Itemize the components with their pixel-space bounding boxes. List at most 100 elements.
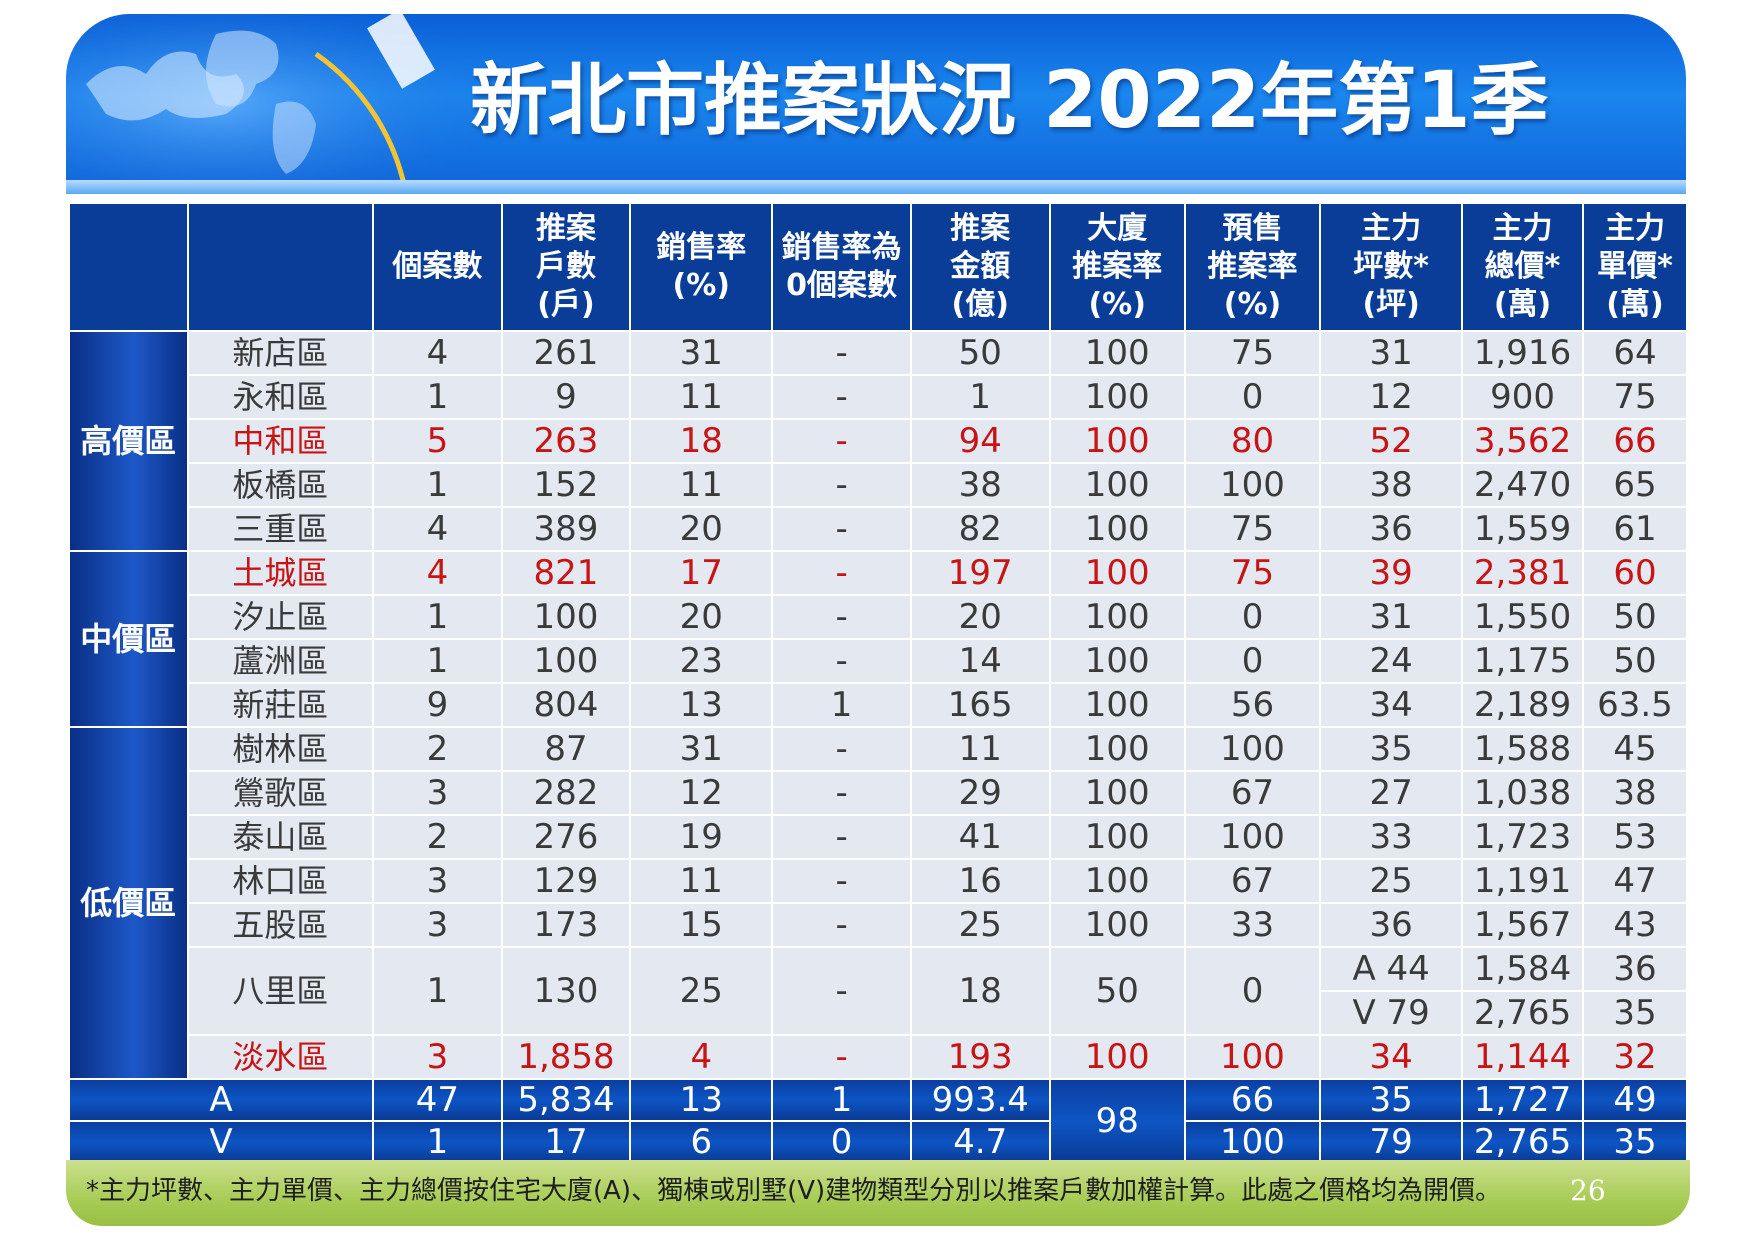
total-amount: 4.7 — [909, 1120, 1051, 1164]
cell-amount: 18 — [909, 946, 1051, 1036]
table-row: 八里區 1 130 25-18 50 0 A 44 1,584 36 — [69, 946, 1689, 1036]
cell-sales_rate: 11 — [629, 462, 774, 508]
cell-main_ping: 24 — [1319, 638, 1464, 684]
header-line: (戶) — [537, 287, 595, 322]
header-line: 推案 — [535, 211, 596, 246]
cell-building_rate: 100 — [1048, 1034, 1186, 1080]
cell-units: 173 — [500, 902, 632, 948]
district-name: 淡水區 — [186, 1034, 375, 1080]
cell-cases: 9 — [372, 682, 503, 728]
cell-building_rate: 100 — [1048, 638, 1186, 684]
cell-sales_rate: 23 — [629, 638, 774, 684]
cell-presale_rate: 33 — [1183, 902, 1322, 948]
header-cell-presale_rate: 預售 推案率 (%) — [1183, 202, 1322, 332]
header-line: (萬) — [1606, 287, 1664, 322]
footer-band — [66, 1160, 1690, 1226]
cell-main_unit: 50 — [1581, 638, 1689, 684]
header-line: (萬) — [1493, 287, 1552, 322]
header-cell-district — [186, 202, 375, 332]
cell-amount: 82 — [909, 506, 1051, 552]
header-line: 預售 — [1222, 211, 1283, 246]
header-cell-cases: 個案數 — [372, 202, 503, 332]
cell-main_total: 1,588 — [1461, 726, 1584, 772]
cell-amount: 193 — [909, 1034, 1051, 1080]
cell-cases: 1 — [372, 374, 503, 420]
cell-units: 129 — [500, 858, 632, 904]
header-line: 坪數* — [1353, 249, 1429, 284]
cell-amount: 20 — [909, 594, 1051, 640]
table-row: 三重區 4 389 20-82 100 75 36 1,559 61 — [69, 506, 1689, 552]
table-row-sub: V 79 2,765 35 — [69, 990, 1689, 1036]
cell-main_total: 2,381 — [1461, 550, 1584, 596]
header-cell-main_ping: 主力 坪數* (坪) — [1319, 202, 1464, 332]
cell-building_rate: 100 — [1048, 902, 1186, 948]
price-group-label: 高價區 — [68, 330, 189, 552]
cell-main_ping: 36 — [1319, 506, 1464, 552]
cell-building_rate: 100 — [1048, 858, 1186, 904]
district-name: 中和區 — [186, 418, 375, 464]
cell-building_rate: 100 — [1048, 814, 1186, 860]
table-row: 板橋區 1 152 11-38 100 100 38 2,470 65 — [69, 462, 1689, 508]
cell-cases: 4 — [372, 506, 503, 552]
cell-building_rate: 100 — [1048, 374, 1186, 420]
cell-zero_sales: - — [771, 726, 912, 772]
cell-main_total: 1,144 — [1461, 1034, 1584, 1080]
cell-main_ping: A 44 — [1319, 946, 1464, 992]
cell-main_unit: 61 — [1581, 506, 1689, 552]
total-presale_rate: 66 — [1183, 1078, 1322, 1122]
header-cell-units: 推案 戶數 (戶) — [500, 202, 632, 332]
cell-presale_rate: 100 — [1183, 726, 1322, 772]
cell-building_rate: 100 — [1048, 330, 1186, 376]
page-number: 26 — [1570, 1174, 1606, 1207]
cell-main_ping: 33 — [1319, 814, 1464, 860]
cell-zero_sales: - — [771, 1034, 912, 1080]
table-body: 高價區 新店區 4 261 31-50 100 75 31 1,916 64 永和區 1 9 11-1 10… — [68, 330, 1689, 1080]
header-line: 主力 — [1361, 211, 1422, 246]
table-row: 低價區 樹林區 2 87 31-11 100 100 35 1,588 45 — [68, 726, 1689, 1080]
cell-presale_rate: 100 — [1183, 1034, 1322, 1080]
cell-building_rate: 100 — [1048, 418, 1186, 464]
cell-zero_sales: - — [771, 506, 912, 552]
table-row: 新莊區 9 804 13 1 165 100 56 34 2,189 63.5 — [69, 682, 1689, 728]
cell-building_rate: 100 — [1048, 594, 1186, 640]
table-row: 中價區 土城區 4 821 17-197 100 75 39 2,381 60 — [68, 550, 1689, 728]
total-cases: 47 — [372, 1078, 503, 1122]
cell-main_ping: 36 — [1319, 902, 1464, 948]
cell-main_ping: 31 — [1319, 594, 1464, 640]
district-name: 蘆洲區 — [186, 638, 375, 684]
cell-amount: 41 — [909, 814, 1051, 860]
header-cell-main_total: 主力 總價* (萬) — [1461, 202, 1584, 332]
total-units: 5,834 — [500, 1078, 632, 1122]
total-amount: 993.4 — [909, 1078, 1051, 1122]
cell-amount: 38 — [909, 462, 1051, 508]
cell-presale_rate: 0 — [1183, 946, 1322, 1036]
header-line: 銷售率為 — [781, 230, 902, 265]
cell-cases: 4 — [372, 550, 503, 596]
total-sales_rate: 6 — [629, 1120, 774, 1164]
cell-building_rate: 100 — [1048, 682, 1186, 728]
cell-units: 261 — [500, 330, 632, 376]
cell-main_total: 1,559 — [1461, 506, 1584, 552]
cell-cases: 2 — [372, 726, 503, 772]
header-line: 推案 — [950, 211, 1011, 246]
district-name: 八里區 — [186, 946, 375, 1036]
cell-units: 276 — [500, 814, 632, 860]
cell-presale_rate: 0 — [1183, 638, 1322, 684]
cell-main_total: 1,550 — [1461, 594, 1584, 640]
cell-main_total: 2,189 — [1461, 682, 1584, 728]
cell-presale_rate: 80 — [1183, 418, 1322, 464]
header-cell-building_rate: 大廈 推案率 (%) — [1048, 202, 1186, 332]
cell-main_ping: 39 — [1319, 550, 1464, 596]
table-row: 中和區 5 263 18-94 100 80 52 3,562 66 — [69, 418, 1689, 464]
district-name: 林口區 — [186, 858, 375, 904]
cell-building_rate: 100 — [1048, 462, 1186, 508]
totals-row: V 1 17 6 0 4.7 100 79 2,765 35 — [67, 1120, 1689, 1164]
cell-building_rate: 50 — [1048, 946, 1186, 1036]
header-line: 主力 — [1492, 211, 1553, 246]
table-row: 淡水區 3 1,858 4-193 100 100 34 1,144 32 — [69, 1034, 1689, 1080]
totals-row: A 47 5,834 13 1 993.4 98 66 35 1,727 49 — [67, 1078, 1689, 1164]
cell-main_ping: 34 — [1319, 1034, 1464, 1080]
cell-zero_sales: - — [771, 418, 912, 464]
cell-main_total: 1,567 — [1461, 902, 1584, 948]
cell-main_total: 1,723 — [1461, 814, 1584, 860]
